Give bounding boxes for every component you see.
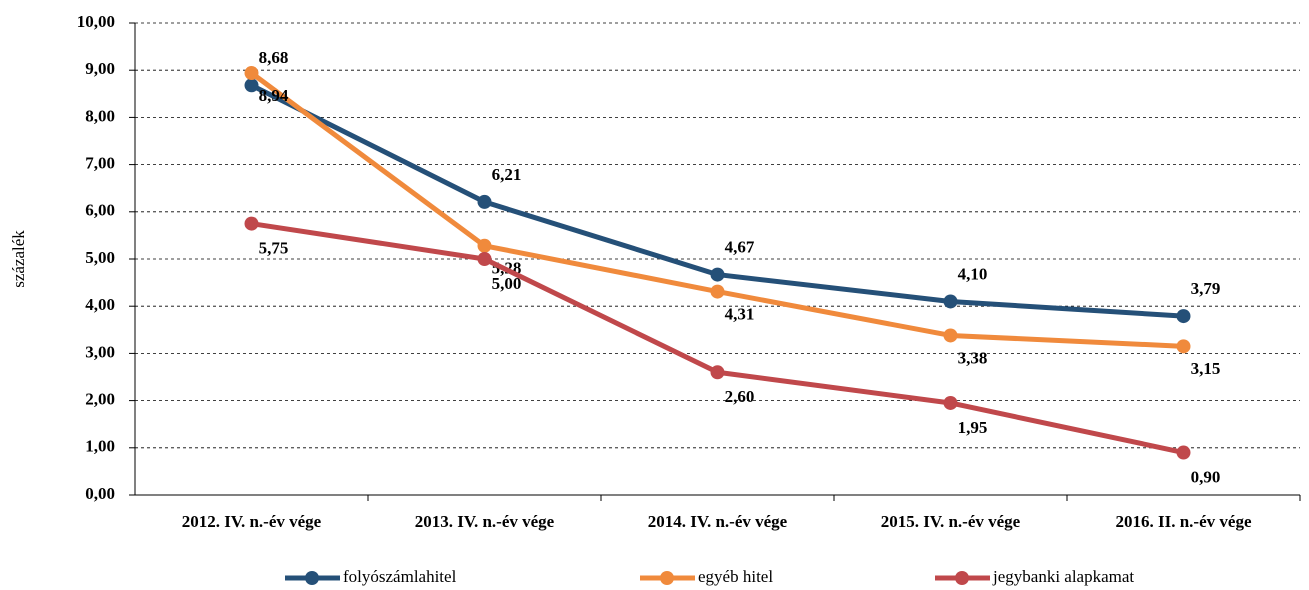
x-tick-label: 2013. IV. n.-év vége [415, 512, 555, 531]
data-label: 3,15 [1191, 359, 1221, 378]
legend-marker [955, 571, 969, 585]
y-tick-label: 3,00 [85, 342, 115, 361]
x-tick-label: 2015. IV. n.-év vége [881, 512, 1021, 531]
legend-label: folyószámlahitel [343, 567, 457, 586]
data-label: 5,75 [259, 239, 289, 258]
data-label: 5,00 [492, 274, 522, 293]
y-tick-label: 7,00 [85, 154, 115, 173]
legend-marker [660, 571, 674, 585]
data-label: 8,94 [259, 86, 289, 105]
legend-marker [305, 571, 319, 585]
data-point [943, 328, 958, 343]
y-tick-label: 6,00 [85, 201, 115, 220]
data-point [1176, 445, 1191, 460]
data-point [710, 365, 725, 380]
x-tick-label: 2012. IV. n.-év vége [182, 512, 322, 531]
data-point [710, 267, 725, 282]
x-tick-label: 2016. II. n.-év vége [1116, 512, 1252, 531]
data-label: 4,10 [958, 264, 988, 283]
data-point [1176, 309, 1191, 324]
y-tick-label: 5,00 [85, 248, 115, 267]
data-label: 8,68 [259, 48, 289, 67]
x-tick-label: 2014. IV. n.-év vége [648, 512, 788, 531]
data-label: 3,38 [958, 348, 988, 367]
data-label: 6,21 [492, 165, 522, 184]
y-tick-label: 4,00 [85, 295, 115, 314]
y-tick-label: 10,00 [77, 12, 115, 31]
y-tick-label: 1,00 [85, 437, 115, 456]
data-label: 3,79 [1191, 279, 1221, 298]
legend-label: egyéb hitel [698, 567, 773, 586]
y-axis-title: százalék [9, 230, 28, 288]
data-point [477, 238, 492, 253]
y-tick-label: 0,00 [85, 484, 115, 503]
data-label: 0,90 [1191, 467, 1221, 486]
y-tick-label: 9,00 [85, 59, 115, 78]
data-point [477, 194, 492, 209]
data-label: 4,67 [725, 237, 755, 256]
data-point [244, 66, 259, 81]
data-point [943, 294, 958, 309]
legend-label: jegybanki alapkamat [992, 567, 1134, 586]
data-point [710, 284, 725, 299]
data-label: 4,31 [725, 304, 755, 323]
y-tick-label: 8,00 [85, 106, 115, 125]
data-label: 1,95 [958, 418, 988, 437]
data-point [244, 78, 259, 93]
data-point [1176, 339, 1191, 354]
data-point [943, 395, 958, 410]
y-tick-label: 2,00 [85, 390, 115, 409]
data-point [477, 252, 492, 266]
data-point [244, 216, 259, 231]
data-label: 2,60 [725, 387, 755, 406]
